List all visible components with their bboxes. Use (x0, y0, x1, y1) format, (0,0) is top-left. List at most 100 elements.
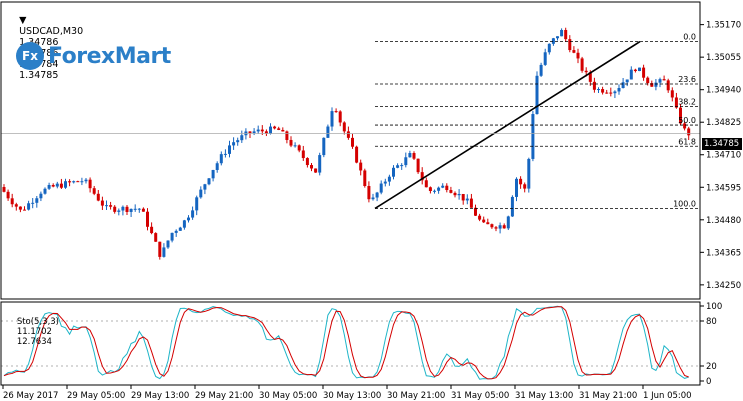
candle-bull (236, 140, 240, 143)
candle-bull (166, 240, 170, 248)
candle-bull (228, 145, 231, 154)
osc-axis-label: 100 (706, 302, 722, 312)
fib-level-label: 100.0 (673, 199, 696, 208)
candle-bear (412, 153, 416, 159)
candle-bull (638, 67, 641, 72)
candle-bear (662, 79, 666, 81)
candle-bear (23, 209, 26, 211)
oscillator-header: Sto(5,3,3) 11.1702 12.7634 (6, 307, 59, 357)
candle-bull (408, 153, 412, 158)
candle-bear (420, 172, 424, 181)
candle-bull (174, 230, 178, 233)
candle-bull (510, 196, 514, 217)
logo-text: ForexMart (48, 43, 171, 69)
candle-bull (84, 179, 88, 182)
candle-bull (457, 193, 461, 196)
candle-bear (674, 97, 678, 108)
candle-bear (109, 205, 113, 207)
price-axis-label: 1.34595 (706, 183, 741, 193)
candle-bear (469, 198, 473, 208)
candle-bear (490, 224, 494, 228)
time-axis-label: 29 May 21:00 (195, 391, 253, 401)
candle-bull (318, 155, 322, 173)
candle-bear (494, 227, 498, 229)
forexmart-logo: Fx ForexMart (16, 40, 171, 72)
candle-bull (621, 82, 625, 89)
candle-bull (625, 79, 629, 83)
candle-bull (613, 91, 617, 94)
candle-bear (449, 190, 453, 193)
candle-bull (547, 43, 551, 53)
candle-bear (88, 179, 92, 189)
candle-bull (105, 205, 108, 207)
candle-bear (461, 193, 465, 201)
candle-bear (264, 131, 268, 134)
candle-bull (199, 189, 203, 198)
candle-bull (387, 176, 391, 182)
candle-bear (297, 145, 301, 151)
candle-bear (482, 219, 486, 223)
candle-bear (100, 200, 104, 206)
oscillator-main-value: 11.1702 (16, 327, 52, 337)
fib-level-label: 0.0 (683, 33, 696, 42)
candle-bear (248, 131, 252, 134)
candle-bull (597, 89, 600, 91)
candle-bear (76, 181, 80, 183)
time-axis-label: 30 May 21:00 (387, 391, 445, 401)
candle-bear (519, 178, 523, 185)
candle-bull (43, 188, 47, 194)
candle-bear (683, 123, 687, 129)
candle-bull (433, 190, 436, 192)
price-axis-label: 1.35055 (706, 53, 741, 63)
candle-bull (556, 36, 559, 39)
candle-bear (523, 184, 527, 189)
candle-bull (498, 225, 502, 229)
candle-bear (588, 72, 592, 82)
collapse-triangle-icon[interactable]: ▼ (19, 15, 27, 26)
candle-bear (502, 225, 506, 229)
candle-bear (96, 193, 100, 201)
candle-bull (252, 131, 256, 134)
candle-bear (150, 226, 154, 234)
candle-bull (379, 183, 383, 193)
candle-bull (256, 129, 260, 132)
candle-bear (314, 168, 318, 173)
candle-bull (527, 158, 531, 189)
candle-bear (281, 129, 285, 132)
candle-bull (35, 198, 39, 203)
candle-bear (351, 137, 354, 147)
candle-bear (687, 128, 691, 136)
time-axis-label: 26 May 2017 (3, 391, 58, 401)
oscillator-pane-frame (0, 301, 701, 386)
candle-bull (223, 153, 227, 155)
candle-bear (260, 129, 264, 132)
fib-level-label: 23.6 (678, 75, 696, 84)
candle-bear (51, 184, 55, 187)
candle-bear (273, 126, 277, 129)
candle-bull (219, 154, 223, 164)
candle-bear (592, 81, 596, 90)
fib-level-label: 50.0 (678, 116, 696, 125)
candle-bull (129, 208, 133, 212)
candle-bear (670, 90, 674, 98)
candle-bear (416, 158, 420, 173)
candle-bull (465, 198, 469, 201)
candle-bear (2, 187, 6, 192)
time-axis-label: 31 May 21:00 (579, 391, 637, 401)
candle-bear (605, 92, 609, 94)
candle-bull (371, 197, 375, 200)
candle-bear (486, 222, 490, 225)
candle-bear (146, 211, 149, 227)
candle-bear (113, 206, 117, 212)
candle-bear (646, 77, 650, 84)
candle-bull (535, 75, 539, 115)
symbol-name: USDCAD,M30 (19, 26, 84, 37)
candle-bull (203, 184, 207, 190)
candle-bear (568, 39, 572, 51)
candle-bear (428, 187, 432, 191)
candle-bull (560, 29, 564, 37)
candle-bull (211, 169, 215, 179)
time-axis-label: 29 May 13:00 (131, 391, 189, 401)
